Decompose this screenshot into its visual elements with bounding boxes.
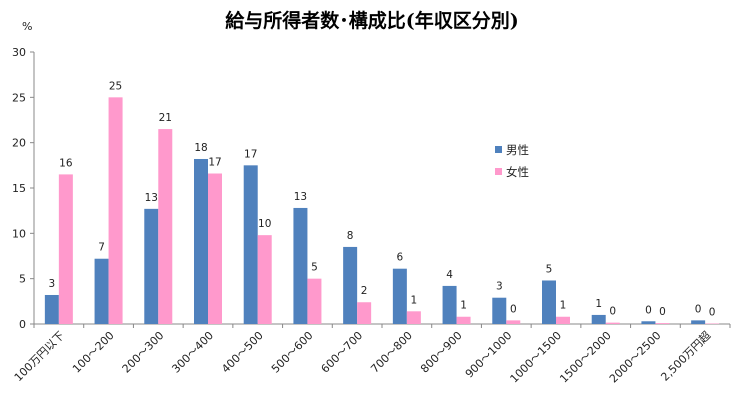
x-category-label: 200～300 xyxy=(120,329,167,376)
y-tick-label: 30 xyxy=(12,46,26,59)
bar-female xyxy=(506,320,521,324)
bar-female xyxy=(556,316,570,324)
bar-female xyxy=(257,235,272,324)
legend-swatch-female xyxy=(495,168,502,175)
x-category-label: 100万円以下 xyxy=(12,329,67,384)
x-category-label: 1000～1500 xyxy=(508,329,565,386)
data-label-female: 10 xyxy=(258,218,271,230)
data-label-female: 17 xyxy=(208,156,221,168)
data-label-female: 21 xyxy=(159,112,172,124)
bar-female xyxy=(357,302,372,324)
bar-male xyxy=(591,314,606,324)
bar-male xyxy=(293,207,308,324)
y-tick-label: 15 xyxy=(12,182,26,195)
bar-male xyxy=(343,246,358,324)
data-label-male: 4 xyxy=(446,269,453,281)
data-label-female: 0 xyxy=(510,303,517,315)
data-label-male: 0 xyxy=(695,303,702,315)
y-axis-unit-label: % xyxy=(22,20,32,33)
bar-female xyxy=(605,322,620,324)
y-tick-label: 25 xyxy=(12,91,26,104)
bar-male xyxy=(492,297,507,324)
x-category-label: 700～800 xyxy=(368,329,415,376)
data-label-male: 3 xyxy=(496,281,503,293)
bar-male xyxy=(442,285,457,324)
x-category-label: 500～600 xyxy=(269,329,316,376)
data-label-male: 0 xyxy=(645,304,652,316)
data-label-female: 5 xyxy=(311,262,318,274)
y-tick-label: 20 xyxy=(12,137,26,150)
data-label-female: 0 xyxy=(709,307,716,319)
bar-male xyxy=(44,294,59,324)
x-category-label: 300～400 xyxy=(169,329,216,376)
data-label-male: 17 xyxy=(244,148,257,160)
x-category-label: 800～900 xyxy=(418,329,465,376)
y-tick-label: 0 xyxy=(19,318,26,331)
data-label-male: 7 xyxy=(98,242,105,254)
bar-female xyxy=(406,311,421,324)
data-label-male: 13 xyxy=(145,192,158,204)
bar-female xyxy=(158,129,173,324)
bar-female xyxy=(307,278,322,324)
x-category-label: 400～500 xyxy=(219,329,266,376)
y-tick-label: 10 xyxy=(12,227,26,240)
bar-male xyxy=(144,208,159,324)
x-category-label: 900～1000 xyxy=(463,329,515,381)
bar-female xyxy=(58,174,73,324)
data-label-male: 3 xyxy=(49,278,56,290)
bar-female xyxy=(456,316,471,324)
data-label-female: 0 xyxy=(609,306,616,318)
bar-female xyxy=(655,323,670,324)
bar-male xyxy=(641,321,656,324)
data-label-male: 13 xyxy=(294,191,307,203)
y-tick-label: 5 xyxy=(19,273,26,286)
bar-male xyxy=(94,258,109,324)
x-category-label: 2,500万円超 xyxy=(658,328,714,384)
x-category-label: 600～700 xyxy=(319,329,366,376)
bar-male xyxy=(243,165,258,324)
x-category-label: 1500～2000 xyxy=(557,329,614,386)
data-label-male: 1 xyxy=(595,298,602,310)
x-category-label: 100～200 xyxy=(70,329,117,376)
data-label-female: 1 xyxy=(560,300,567,312)
x-category-label: 2000～2500 xyxy=(607,329,664,386)
bar-female xyxy=(208,173,222,324)
data-label-male: 5 xyxy=(546,263,553,275)
data-label-male: 6 xyxy=(397,252,404,264)
data-label-female: 25 xyxy=(109,80,122,92)
bar-male xyxy=(691,320,706,324)
data-label-female: 0 xyxy=(659,306,666,318)
legend-label-male: 男性 xyxy=(506,143,529,157)
data-label-male: 18 xyxy=(194,142,207,154)
bar-male xyxy=(542,280,556,324)
bar-male xyxy=(194,158,208,324)
data-label-male: 8 xyxy=(347,230,354,242)
data-label-female: 2 xyxy=(361,285,368,297)
data-label-female: 16 xyxy=(59,157,73,169)
data-label-female: 1 xyxy=(411,294,418,306)
chart-title: 給与所得者数･構成比(年収区分別) xyxy=(225,10,519,32)
data-label-female: 1 xyxy=(460,300,467,312)
bar-female xyxy=(108,97,123,324)
bar-male xyxy=(392,268,407,324)
legend-swatch-male xyxy=(495,146,502,153)
legend-label-female: 女性 xyxy=(506,165,529,179)
